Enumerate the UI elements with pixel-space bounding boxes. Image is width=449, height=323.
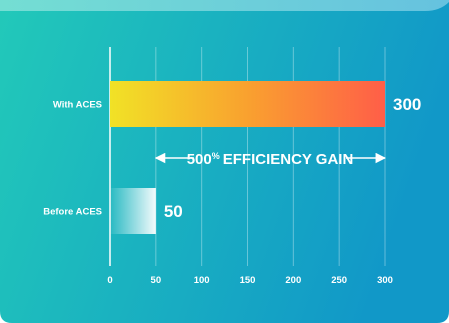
x-tick-label-250: 250 <box>331 275 347 286</box>
bar-before-aces <box>110 188 156 234</box>
x-tick-label-150: 150 <box>240 275 256 286</box>
value-label-with-aces: 300 <box>393 95 421 114</box>
x-tick-label-100: 100 <box>194 275 210 286</box>
value-label-before-aces: 50 <box>164 202 183 221</box>
x-tick-label-300: 300 <box>377 275 393 286</box>
bar-with-aces <box>110 81 385 127</box>
annotation-multiplier: 500 <box>187 151 212 168</box>
category-label-with-aces: With ACES <box>53 100 102 111</box>
x-tick-label-50: 50 <box>151 275 162 286</box>
x-tick-label-0: 0 <box>107 275 112 286</box>
category-label-before-aces: Before ACES <box>43 207 102 218</box>
x-tick-label-200: 200 <box>285 275 301 286</box>
x-axis-tick-labels: 0 50 100 150 200 250 300 <box>107 275 393 286</box>
annotation-text: EFFICIENCY GAIN <box>223 151 354 168</box>
annotation-percent-sign: % <box>212 151 220 161</box>
top-header-band <box>0 0 449 11</box>
efficiency-gain-annotation: 500% EFFICIENCY GAIN <box>187 151 354 168</box>
